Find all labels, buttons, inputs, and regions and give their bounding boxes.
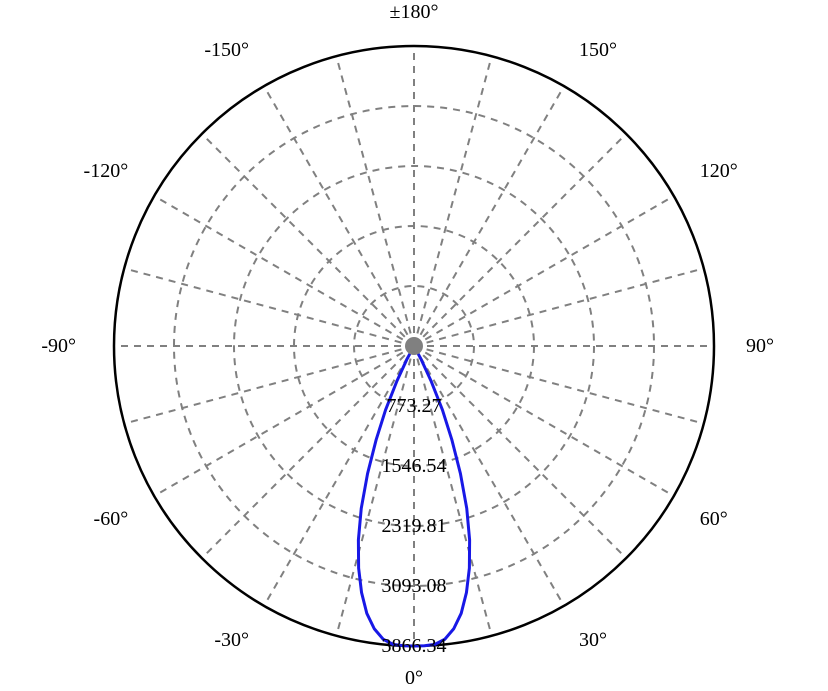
angle-label: -30° (214, 629, 249, 651)
angle-label: -60° (94, 508, 129, 530)
angle-label: 90° (746, 335, 774, 357)
radial-label: 1546.54 (382, 455, 447, 477)
angle-label: ±180° (390, 1, 439, 23)
polar-chart: 773.27 1546.54 2319.81 3093.08 3866.34 ±180° -… (0, 0, 828, 691)
angle-label: 60° (700, 508, 728, 530)
radial-label: 3866.34 (382, 635, 447, 657)
radial-label: 773.27 (387, 395, 442, 417)
angle-label: -120° (84, 160, 129, 182)
angle-label: -150° (204, 39, 249, 61)
angle-label: 0° (405, 667, 423, 689)
angle-label: 120° (700, 160, 738, 182)
angle-label: -90° (41, 335, 76, 357)
angle-label: 30° (579, 629, 607, 651)
radial-label: 3093.08 (382, 575, 447, 597)
radial-label: 2319.81 (382, 515, 447, 537)
angle-label: 150° (579, 39, 617, 61)
center-hub (405, 337, 423, 355)
